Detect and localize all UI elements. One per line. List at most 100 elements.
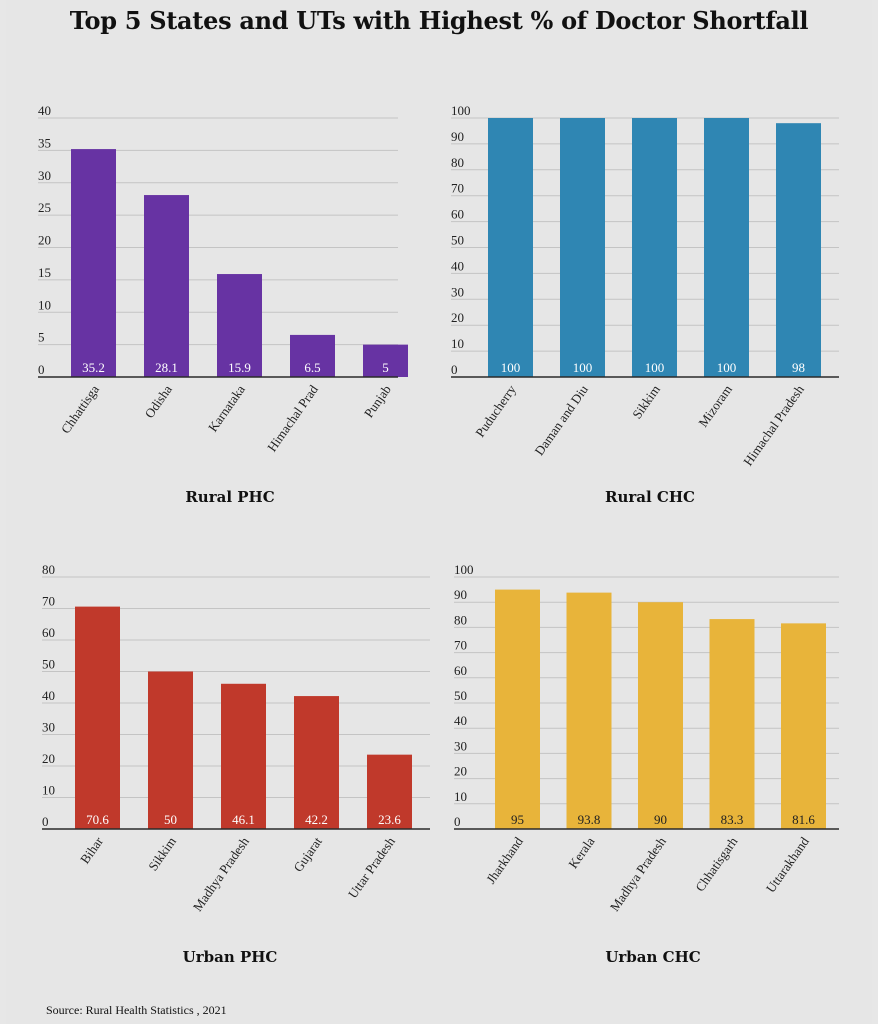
data-label: 81.6	[792, 812, 815, 827]
panel-title: Urban PHC	[183, 948, 278, 966]
bar	[144, 195, 189, 377]
data-label: 83.3	[721, 812, 744, 827]
bar	[776, 123, 821, 378]
x-tick-label: Mizoram	[695, 382, 735, 430]
y-tick-label: 30	[454, 738, 467, 753]
y-tick-label: 30	[451, 284, 464, 299]
y-tick-label: 20	[451, 310, 464, 325]
data-label: 28.1	[155, 360, 178, 375]
x-tick-label: Puducherry	[472, 382, 519, 440]
y-tick-label: 20	[42, 751, 55, 766]
data-label: 23.6	[378, 812, 401, 827]
y-tick-label: 0	[451, 362, 458, 377]
data-label: 6.5	[304, 360, 320, 375]
bar	[566, 592, 612, 829]
bar	[221, 683, 266, 829]
bar	[632, 118, 677, 377]
y-tick-label: 40	[454, 713, 467, 728]
y-tick-label: 70	[42, 594, 55, 609]
panel-title: Rural CHC	[605, 488, 695, 506]
y-tick-label: 0	[454, 814, 461, 829]
bar	[71, 149, 116, 377]
y-tick-label: 10	[454, 789, 467, 804]
bar	[488, 118, 533, 377]
x-tick-label: Bihar	[77, 834, 106, 867]
source-note: Source: Rural Health Statistics , 2021	[46, 1003, 227, 1017]
x-tick-label: Madhya Pradesh	[190, 834, 252, 914]
y-tick-label: 70	[454, 638, 467, 653]
data-label: 5	[382, 360, 389, 375]
x-tick-label: Karnataka	[205, 382, 248, 435]
y-tick-label: 60	[454, 663, 467, 678]
bar	[495, 589, 540, 829]
y-tick-label: 0	[38, 362, 45, 377]
y-tick-label: 50	[451, 233, 464, 248]
x-tick-label: Chhattisga	[58, 382, 102, 436]
data-label: 70.6	[86, 812, 109, 827]
y-tick-label: 20	[38, 233, 51, 248]
bar	[560, 118, 605, 377]
y-tick-label: 80	[454, 612, 467, 627]
x-tick-label: Madhya Pradesh	[607, 834, 669, 914]
bar	[294, 696, 339, 829]
y-tick-label: 25	[38, 200, 51, 215]
y-tick-label: 35	[38, 135, 51, 150]
y-tick-label: 60	[451, 207, 464, 222]
bar	[709, 619, 755, 829]
data-label: 35.2	[82, 360, 105, 375]
data-label: 15.9	[228, 360, 251, 375]
bar	[148, 671, 193, 829]
y-tick-label: 15	[38, 265, 51, 280]
data-label: 95	[511, 812, 524, 827]
bar	[638, 602, 683, 829]
x-tick-label: Sikkim	[145, 834, 179, 873]
x-tick-label: Kerala	[565, 834, 597, 871]
panel-title: Urban CHC	[605, 948, 700, 966]
x-tick-label: Jharkhand	[483, 834, 526, 887]
y-tick-label: 40	[451, 258, 464, 273]
bar	[363, 344, 408, 377]
y-tick-label: 30	[42, 720, 55, 735]
y-tick-label: 100	[454, 562, 474, 577]
x-tick-label: Odisha	[142, 382, 176, 421]
y-tick-label: 5	[38, 330, 45, 345]
y-tick-label: 10	[451, 336, 464, 351]
bar	[217, 274, 262, 377]
x-tick-label: Punjab	[361, 382, 394, 420]
data-label: 90	[654, 812, 667, 827]
data-label: 93.8	[578, 812, 601, 827]
y-tick-label: 10	[42, 783, 55, 798]
y-tick-label: 50	[454, 688, 467, 703]
y-tick-label: 40	[38, 103, 51, 118]
y-tick-label: 50	[42, 657, 55, 672]
y-tick-label: 80	[42, 562, 55, 577]
data-label: 100	[501, 360, 521, 375]
bar	[290, 334, 335, 377]
data-label: 100	[645, 360, 665, 375]
y-tick-label: 30	[38, 168, 51, 183]
y-tick-label: 70	[451, 181, 464, 196]
x-tick-label: Daman and Diu	[531, 382, 591, 458]
y-tick-label: 0	[42, 814, 49, 829]
y-tick-label: 10	[38, 297, 51, 312]
bar	[367, 754, 412, 829]
x-tick-label: Sikkim	[629, 382, 663, 421]
y-tick-label: 40	[42, 688, 55, 703]
bar	[75, 606, 120, 829]
y-tick-label: 100	[451, 103, 471, 118]
y-tick-label: 80	[451, 155, 464, 170]
x-tick-label: Uttarakhand	[763, 834, 812, 896]
panel-title: Rural PHC	[185, 488, 274, 506]
data-label: 100	[573, 360, 593, 375]
page-title: Top 5 States and UTs with Highest % of D…	[69, 6, 809, 35]
y-tick-label: 90	[451, 129, 464, 144]
y-tick-label: 20	[454, 764, 467, 779]
x-tick-label: Gujarat	[290, 834, 325, 875]
data-label: 50	[164, 812, 177, 827]
x-tick-label: Himachal Prad	[264, 382, 321, 455]
data-label: 42.2	[305, 812, 328, 827]
x-tick-label: Himachal Pradesh	[740, 382, 807, 469]
data-label: 46.1	[232, 812, 255, 827]
bar	[781, 623, 826, 829]
